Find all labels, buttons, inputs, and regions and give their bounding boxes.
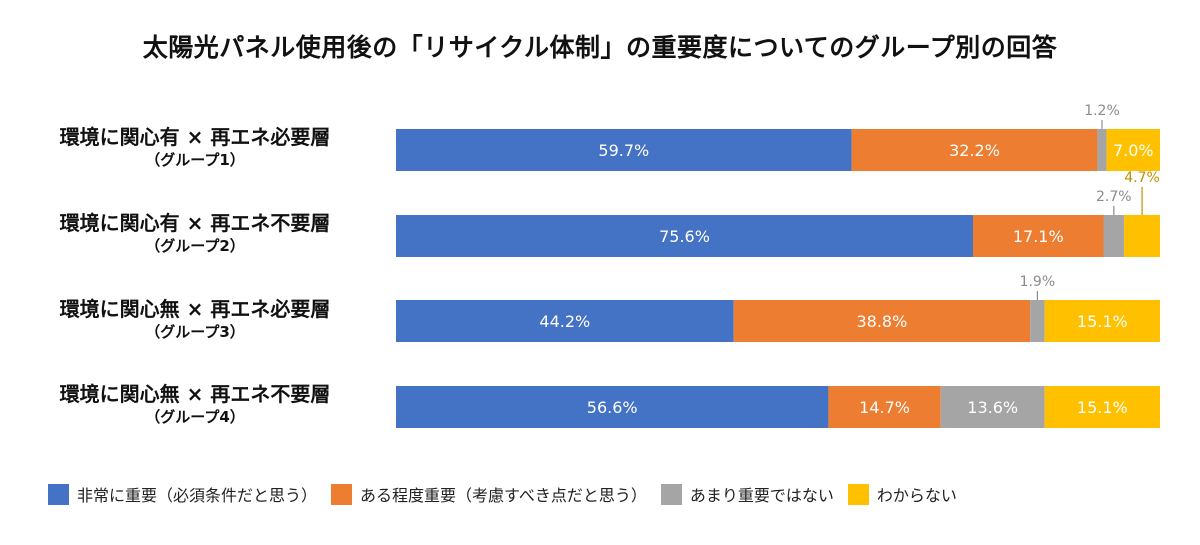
data-label-g4-somewhat-important: 14.7% (859, 398, 910, 417)
data-label-g1-very-important: 59.7% (598, 141, 649, 160)
category-label-line1: 環境に関心無 × 再エネ不要層 (59, 382, 331, 406)
bar-segment-g1-very-important (396, 129, 852, 171)
category-label-line2: （グループ1） (145, 151, 245, 169)
legend: 非常に重要（必須条件だと思う） ある程度重要（考慮すべき点だと思う） あまり重要… (48, 482, 1188, 506)
legend-swatch (48, 483, 69, 505)
category-label-group-4: 環境に関心無 × 再エネ不要層 （グループ4） (10, 381, 380, 427)
data-label-g1-somewhat-important: 32.2% (949, 141, 1000, 160)
bar-segment-g3-not-very-important (1030, 300, 1045, 342)
legend-item-somewhat-important: ある程度重要（考慮すべき点だと思う） (331, 482, 647, 506)
bar-segment-g1-somewhat-important (851, 129, 1098, 171)
category-label-line2: （グループ3） (145, 323, 245, 341)
data-label-g2-very-important: 75.6% (659, 227, 710, 246)
legend-swatch (660, 483, 682, 505)
category-label-line1: 環境に関心有 × 再エネ必要層 (59, 125, 331, 149)
data-label-g4-not-very-important: 13.6% (967, 398, 1018, 417)
data-label-g3-dont-know: 15.1% (1077, 312, 1128, 331)
bar-segment-g2-somewhat-important (973, 215, 1104, 257)
chart-title: 太陽光パネル使用後の「リサイクル体制」の重要度についてのグループ別の回答 (142, 33, 1058, 62)
category-label-group-1: 環境に関心有 × 再エネ必要層 （グループ1） (10, 124, 380, 170)
data-label-g1-dont-know: 7.0% (1113, 141, 1154, 160)
category-label-line2: （グループ2） (145, 237, 245, 255)
bar-segment-g4-somewhat-important (828, 386, 941, 428)
legend-swatch (331, 483, 353, 505)
bar-segment-g2-not-very-important (1103, 215, 1125, 257)
legend-label: あまり重要ではない (689, 486, 834, 505)
category-label-line1: 環境に関心無 × 再エネ必要層 (59, 297, 331, 321)
stacked-bar-plot: 59.7% 32.2% 1.2% 7.0% 75.6% 17.1% 2.7% 4.7% 44.2… (396, 103, 1160, 428)
legend-label: 非常に重要（必須条件だと思う） (77, 486, 318, 505)
legend-item-not-very-important: あまり重要ではない (660, 482, 834, 506)
data-label-g1-not-very-important: 1.2% (1084, 103, 1120, 119)
bar-segment-g4-not-very-important (940, 386, 1045, 428)
category-label-group-3: 環境に関心無 × 再エネ必要層 （グループ3） (10, 296, 380, 342)
legend-item-very-important: 非常に重要（必須条件だと思う） (48, 482, 317, 506)
data-label-g3-somewhat-important: 38.8% (856, 312, 907, 331)
bar-segment-g2-dont-know (1124, 215, 1160, 257)
bar-segment-g3-somewhat-important (733, 300, 1031, 342)
data-label-g2-dont-know: 4.7% (1124, 170, 1160, 186)
legend-swatch (847, 483, 869, 505)
bar-segment-g1-dont-know (1106, 129, 1160, 171)
bar-segment-g2-very-important (396, 215, 974, 257)
bar-segment-g3-dont-know (1044, 300, 1160, 342)
data-label-g2-not-very-important: 2.7% (1096, 189, 1132, 205)
legend-item-dont-know: わからない (847, 482, 957, 506)
data-label-g2-somewhat-important: 17.1% (1013, 227, 1064, 246)
bar-segment-g4-dont-know (1044, 386, 1160, 428)
bar-segment-g1-not-very-important (1097, 129, 1107, 171)
category-label-line1: 環境に関心有 × 再エネ不要層 (59, 211, 331, 235)
category-label-group-2: 環境に関心有 × 再エネ不要層 （グループ2） (10, 210, 380, 256)
data-label-g4-dont-know: 15.1% (1077, 398, 1128, 417)
category-label-line2: （グループ4） (145, 408, 245, 426)
legend-label: ある程度重要（考慮すべき点だと思う） (360, 486, 647, 505)
bar-segment-g3-very-important (396, 300, 734, 342)
legend-label: わからない (876, 486, 957, 505)
data-label-g3-very-important: 44.2% (539, 312, 590, 331)
bar-segment-g4-very-important (396, 386, 829, 428)
data-label-g4-very-important: 56.6% (587, 398, 638, 417)
data-label-g3-not-very-important: 1.9% (1020, 274, 1056, 290)
